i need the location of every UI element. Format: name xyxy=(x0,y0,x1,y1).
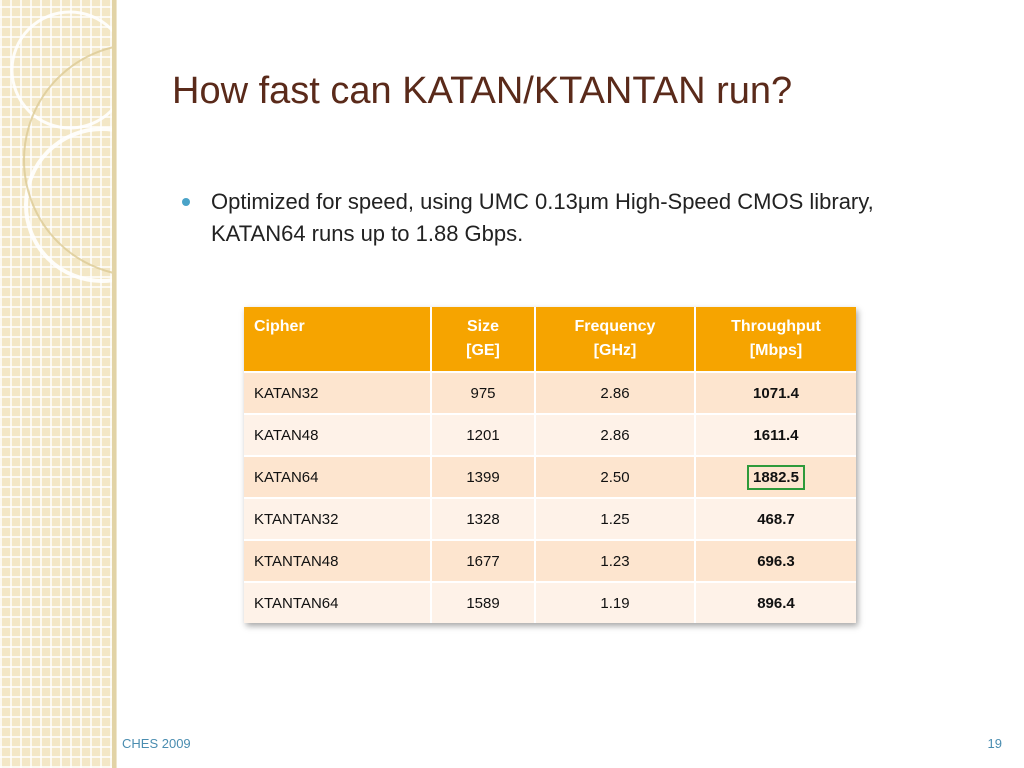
cell-frequency: 1.23 xyxy=(535,539,696,582)
cell-throughput: 896.4 xyxy=(695,581,856,623)
cell-frequency: 2.86 xyxy=(535,413,696,456)
cell-cipher: KATAN32 xyxy=(244,371,432,414)
cell-size: 975 xyxy=(431,371,536,414)
table-row: KATAN64 1399 2.50 1882.5 xyxy=(244,455,856,498)
decorative-arcs xyxy=(10,10,112,283)
slide-title: How fast can KATAN/KTANTAN run? xyxy=(172,70,793,112)
cell-cipher: KTANTAN32 xyxy=(244,497,432,540)
results-table-container: Cipher Size [GE] Frequency [GHz] Through… xyxy=(244,307,856,623)
header-size-label: Size xyxy=(466,318,499,335)
cell-cipher: KATAN48 xyxy=(244,413,432,456)
footer-conference: CHES 2009 xyxy=(122,736,191,751)
header-throughput: Throughput [Mbps] xyxy=(695,307,856,372)
bullet-dot-icon xyxy=(182,198,190,206)
bullet-text: Optimized for speed, using UMC 0.13μm Hi… xyxy=(211,189,874,246)
header-frequency: Frequency [GHz] xyxy=(535,307,696,372)
header-frequency-unit: [GHz] xyxy=(593,342,637,359)
cell-throughput: 1071.4 xyxy=(695,371,856,414)
page-number: 19 xyxy=(987,736,1002,751)
cell-frequency: 2.86 xyxy=(535,371,696,414)
table-row: KTANTAN64 1589 1.19 896.4 xyxy=(244,581,856,623)
table-header-row: Cipher Size [GE] Frequency [GHz] Through… xyxy=(244,307,856,372)
header-cipher: Cipher xyxy=(244,307,432,372)
cell-throughput-highlighted: 1882.5 xyxy=(695,455,856,498)
cell-frequency: 1.19 xyxy=(535,581,696,623)
side-decoration-band xyxy=(0,0,112,768)
header-cipher-label: Cipher xyxy=(254,318,305,335)
cell-size: 1328 xyxy=(431,497,536,540)
cell-throughput: 1611.4 xyxy=(695,413,856,456)
bullet-item: Optimized for speed, using UMC 0.13μm Hi… xyxy=(182,186,942,250)
cell-size: 1677 xyxy=(431,539,536,582)
header-throughput-label: Throughput xyxy=(731,318,821,335)
table-row: KTANTAN48 1677 1.23 696.3 xyxy=(244,539,856,582)
header-throughput-unit: [Mbps] xyxy=(749,342,803,359)
cell-cipher: KTANTAN48 xyxy=(244,539,432,582)
cell-size: 1399 xyxy=(431,455,536,498)
header-size: Size [GE] xyxy=(431,307,536,372)
cell-size: 1589 xyxy=(431,581,536,623)
side-band-edge xyxy=(112,0,116,768)
highlight-box: 1882.5 xyxy=(747,464,805,490)
cell-frequency: 1.25 xyxy=(535,497,696,540)
results-table: Cipher Size [GE] Frequency [GHz] Through… xyxy=(244,307,856,623)
header-size-unit: [GE] xyxy=(466,342,500,359)
cell-cipher: KTANTAN64 xyxy=(244,581,432,623)
table-row: KATAN48 1201 2.86 1611.4 xyxy=(244,413,856,456)
side-band-edge-light xyxy=(116,0,117,768)
table-row: KTANTAN32 1328 1.25 468.7 xyxy=(244,497,856,540)
cell-frequency: 2.50 xyxy=(535,455,696,498)
header-frequency-label: Frequency xyxy=(574,318,656,335)
cell-throughput: 696.3 xyxy=(695,539,856,582)
cell-size: 1201 xyxy=(431,413,536,456)
table-row: KATAN32 975 2.86 1071.4 xyxy=(244,371,856,414)
cell-throughput: 468.7 xyxy=(695,497,856,540)
cell-cipher: KATAN64 xyxy=(244,455,432,498)
